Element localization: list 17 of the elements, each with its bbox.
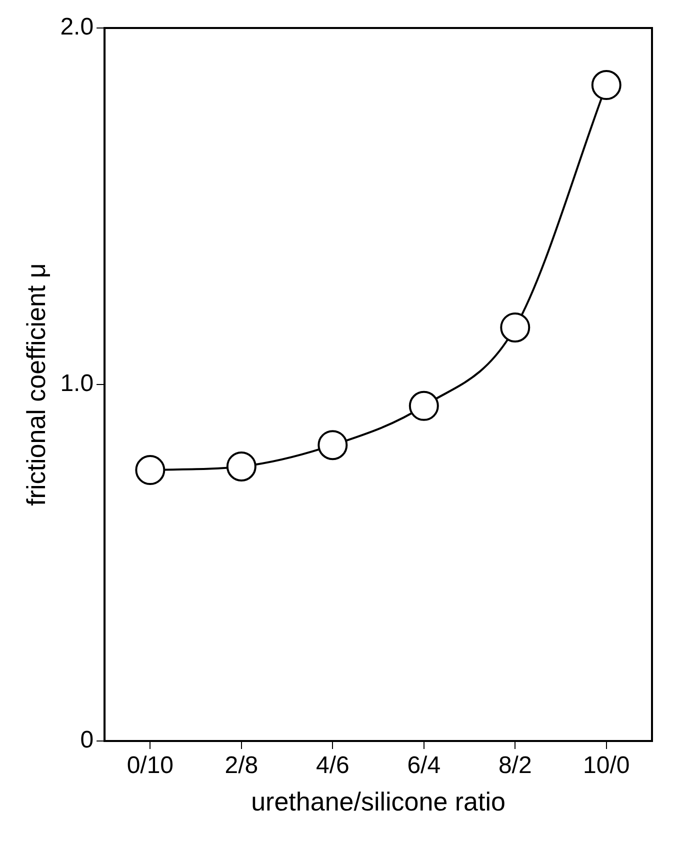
x-tick-label: 10/0 [583, 752, 630, 780]
y-tick-label: 1.0 [60, 370, 94, 398]
x-tick-label: 0/10 [126, 752, 174, 780]
x-tick-label: 4/6 [316, 752, 350, 780]
point [591, 70, 622, 100]
point [226, 451, 256, 482]
point [408, 390, 439, 421]
point [500, 312, 530, 342]
point [135, 455, 166, 486]
y-tick-label: 0 [80, 726, 94, 754]
x-tick-label: 2/8 [224, 752, 258, 780]
y-axis-title: frictional coefficient μ [20, 263, 51, 506]
x-tick-label: 8/2 [498, 752, 532, 780]
y-tick-label: 2.0 [60, 14, 94, 41]
point [318, 430, 348, 460]
x-axis-title: urethane/silicone ratio [251, 786, 506, 817]
x-tick-label: 6/4 [407, 752, 441, 780]
